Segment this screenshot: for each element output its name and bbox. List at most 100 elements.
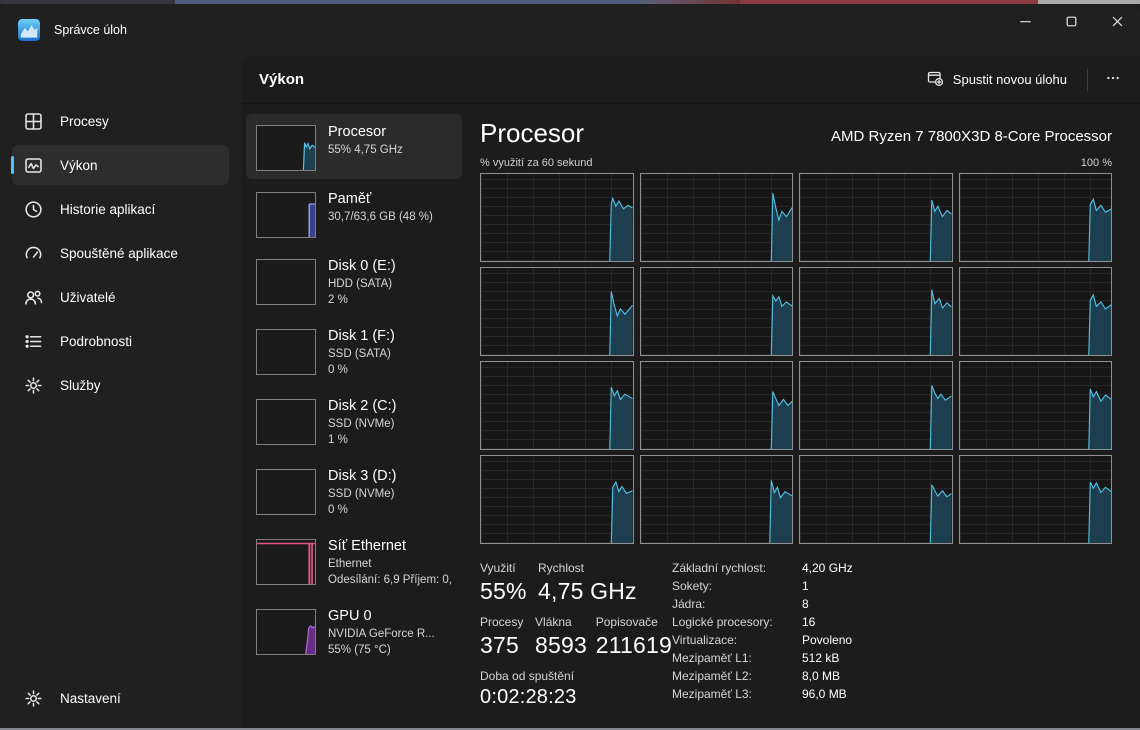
logical-processor-graph-5 — [639, 267, 793, 356]
sidebar-item-u-ivatel-[interactable]: Uživatelé — [12, 277, 229, 317]
sidebar: Procesy Výkon Historie aplikací Spouštěn… — [0, 56, 241, 728]
page-title: Výkon — [259, 71, 305, 88]
stat-label: Využití — [480, 561, 516, 575]
resource-name: GPU 0 — [328, 608, 372, 624]
spec-value: Povoleno — [802, 633, 853, 647]
titlebar: Správce úloh — [0, 4, 1140, 56]
sidebar-item-spou-t-n-aplikace[interactable]: Spouštěné aplikace — [12, 233, 229, 273]
logical-processor-graph-14 — [799, 455, 953, 544]
desktop-edge-top — [0, 0, 1140, 4]
performance-item-cpu[interactable]: Procesor 55% 4,75 GHz — [246, 114, 462, 179]
logical-processor-graph-8 — [480, 361, 634, 450]
logical-processor-graph-10 — [799, 361, 953, 450]
history-icon — [24, 200, 43, 219]
details-icon — [24, 332, 43, 351]
performance-item-gpu-0[interactable]: GPU 0 NVIDIA GeForce R... 55% (75 °C) — [246, 598, 462, 666]
performance-item-disk-3[interactable]: Disk 3 (D:) SSD (NVMe) 0 % — [246, 458, 462, 526]
resource-name: Disk 1 (F:) — [328, 328, 395, 344]
disk-mini-graph — [256, 469, 316, 515]
cpu-detail-pane: Procesor AMD Ryzen 7 7800X3D 8-Core Proc… — [480, 118, 1112, 719]
logical-processors-grid — [480, 173, 1112, 544]
close-icon — [1110, 14, 1125, 34]
logical-processor-graph-0 — [480, 173, 634, 262]
disk-mini-graph — [256, 259, 316, 305]
resource-detail-line: 0 % — [328, 504, 348, 516]
cpu-speed-value: 4,75 GHz — [538, 578, 637, 604]
more-options-button[interactable] — [1096, 65, 1130, 95]
maximize-button[interactable] — [1048, 4, 1094, 44]
stat-label: Doba od spuštění — [480, 669, 575, 683]
services-icon — [24, 376, 43, 395]
task-manager-app-icon — [18, 19, 40, 41]
chart-caption-left: % využití za 60 sekund — [480, 157, 593, 169]
processes-icon — [24, 112, 43, 131]
stat-label: Rychlost — [538, 561, 585, 575]
content-header: Výkon Spustit novou úlohu — [241, 56, 1140, 104]
spec-value: 4,20 GHz — [802, 561, 853, 575]
cpu-utilization-value: 55% — [480, 578, 527, 604]
sidebar-item-procesy[interactable]: Procesy — [12, 101, 229, 141]
minimize-button[interactable] — [1002, 4, 1048, 44]
startup-icon — [24, 244, 43, 263]
spec-label: Virtualizace: — [672, 633, 738, 647]
resource-detail-line: 55% (75 °C) — [328, 644, 391, 656]
performance-item-memory[interactable]: Paměť 30,7/63,6 GB (48 %) — [246, 181, 462, 246]
processes-count-value: 375 — [480, 632, 519, 658]
uptime-value: 0:02:28:23 — [480, 686, 577, 708]
performance-item-disk-2[interactable]: Disk 2 (C:) SSD (NVMe) 1 % — [246, 388, 462, 456]
logical-processor-graph-4 — [480, 267, 634, 356]
sidebar-item-label: Uživatelé — [60, 289, 116, 305]
resource-detail-line: HDD (SATA) — [328, 278, 393, 290]
window-title: Správce úloh — [54, 23, 127, 37]
resource-detail-line: SSD (NVMe) — [328, 488, 395, 500]
resource-detail-line: SSD (NVMe) — [328, 418, 395, 430]
spec-value: 8,0 MB — [802, 669, 841, 683]
sidebar-item-label: Podrobnosti — [60, 333, 133, 349]
cpu-spec-table: Základní rychlost: 4,20 GHz Sokety: 1 Jádra:… — [672, 561, 853, 719]
sidebar-item-historie-aplikac-[interactable]: Historie aplikací — [12, 189, 229, 229]
stat-label: Vlákna — [535, 615, 572, 629]
resource-name: Síť Ethernet — [328, 538, 406, 554]
cpu-live-stats: Využití 55% Rychlost 4,75 GHz Procesy — [480, 561, 672, 719]
sidebar-item-settings[interactable]: Nastavení — [12, 678, 229, 718]
logical-processor-graph-15 — [958, 455, 1112, 544]
spec-label: Základní rychlost: — [672, 561, 767, 575]
performance-resource-list: Procesor 55% 4,75 GHz Paměť 30,7/63,6 GB… — [246, 114, 462, 668]
users-icon — [24, 288, 43, 307]
resource-detail-line: Odesílání: 6,9 Příjem: 0, — [328, 574, 452, 586]
navigation-menu-button[interactable] — [14, 64, 46, 97]
spec-label: Mezipaměť L2: — [672, 669, 752, 683]
content-panel: Výkon Spustit novou úlohu Procesor 55% 4… — [241, 56, 1140, 728]
resource-name: Disk 2 (C:) — [328, 398, 397, 414]
spec-label: Mezipaměť L1: — [672, 651, 752, 665]
sidebar-item-podrobnosti[interactable]: Podrobnosti — [12, 321, 229, 361]
sidebar-item-label: Nastavení — [60, 690, 121, 706]
performance-item-disk-1[interactable]: Disk 1 (F:) SSD (SATA) 0 % — [246, 318, 462, 386]
performance-item-disk-0[interactable]: Disk 0 (E:) HDD (SATA) 2 % — [246, 248, 462, 316]
close-button[interactable] — [1094, 4, 1140, 44]
resource-name: Procesor — [328, 124, 387, 140]
performance-view: Procesor 55% 4,75 GHz Paměť 30,7/63,6 GB… — [241, 104, 1140, 728]
chart-caption-right: 100 % — [1080, 157, 1112, 169]
performance-icon — [24, 156, 43, 175]
resource-detail-line: SSD (SATA) — [328, 348, 391, 360]
performance-item-ethernet[interactable]: Síť Ethernet Ethernet Odesílání: 6,9 Příj… — [246, 528, 462, 596]
run-task-icon — [927, 70, 944, 90]
sidebar-item-slu-by[interactable]: Služby — [12, 365, 229, 405]
header-divider — [1087, 68, 1088, 91]
run-new-task-button[interactable]: Spustit novou úlohu — [915, 63, 1079, 97]
logical-processor-graph-13 — [639, 455, 793, 544]
minimize-icon — [1018, 14, 1033, 34]
logical-processor-graph-12 — [480, 455, 634, 544]
sidebar-item-v-kon[interactable]: Výkon — [11, 145, 229, 185]
spec-value: 512 kB — [802, 651, 840, 665]
sidebar-item-label: Spouštěné aplikace — [60, 245, 178, 261]
task-manager-window: Správce úloh Procesy Výkon Historie apli… — [0, 4, 1140, 728]
sidebar-item-label: Služby — [60, 377, 101, 393]
resource-name: Paměť — [328, 191, 372, 207]
logical-processor-graph-6 — [799, 267, 953, 356]
stat-label: Popisovače — [595, 615, 658, 629]
settings-icon — [24, 689, 43, 708]
run-new-task-label: Spustit novou úlohu — [952, 72, 1067, 87]
resource-name: Disk 0 (E:) — [328, 258, 396, 274]
